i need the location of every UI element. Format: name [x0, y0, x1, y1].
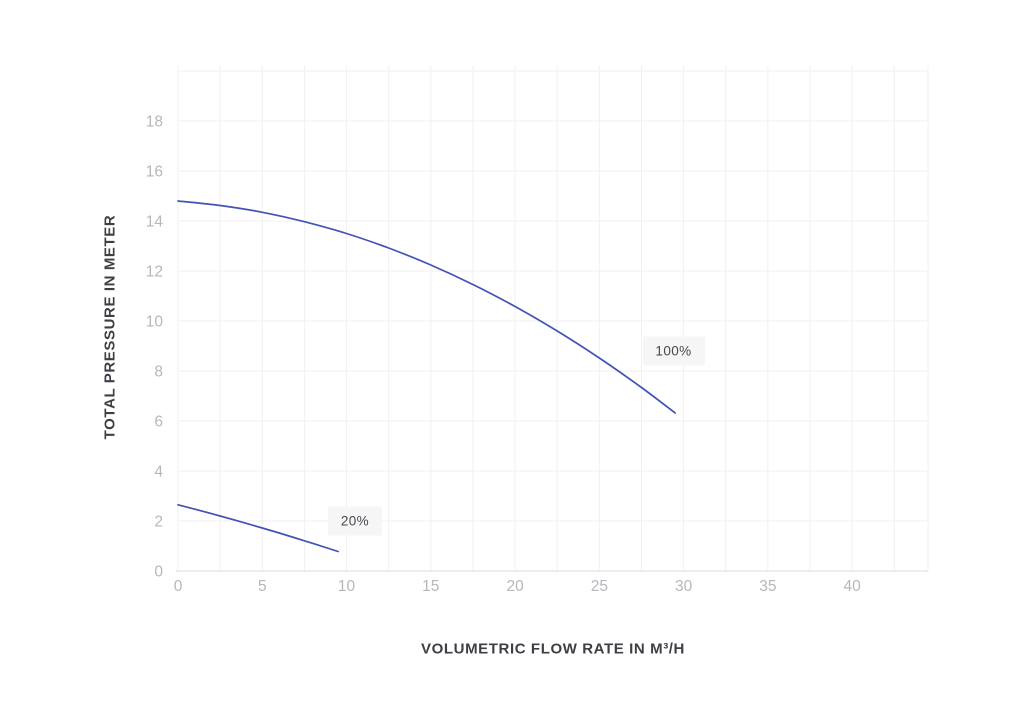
y-tick-label: 10: [146, 314, 164, 331]
x-tick-label: 15: [422, 578, 439, 595]
x-tick-label: 40: [844, 578, 862, 595]
y-tick-label: 2: [154, 514, 163, 531]
y-tick-label: 18: [146, 114, 163, 131]
y-tick-label: 0: [154, 564, 163, 581]
y-tick-label: 16: [146, 164, 163, 181]
x-tick-label: 5: [258, 578, 267, 595]
y-tick-label: 12: [146, 264, 163, 281]
curve-20-percent: [177, 503, 339, 553]
y-tick-label: 4: [154, 464, 163, 481]
y-tick-label: 14: [146, 214, 164, 231]
series-label-100-percent: 100%: [642, 336, 705, 366]
x-tick-label: 10: [338, 578, 356, 595]
curve-100-percent: [177, 200, 677, 414]
y-tick-label: 8: [154, 364, 163, 381]
x-tick-label: 0: [174, 578, 183, 595]
x-axis-title: VOLUMETRIC FLOW RATE IN M³/H: [421, 640, 685, 658]
x-tick-label: 25: [591, 578, 608, 595]
x-tick-label: 35: [759, 578, 776, 595]
x-tick-label: 20: [506, 578, 524, 595]
y-tick-label: 6: [154, 414, 163, 431]
x-tick-label: 30: [675, 578, 693, 595]
series-label-20-percent: 20%: [327, 506, 383, 536]
y-axis-title: TOTAL PRESSURE IN METER: [101, 214, 119, 440]
